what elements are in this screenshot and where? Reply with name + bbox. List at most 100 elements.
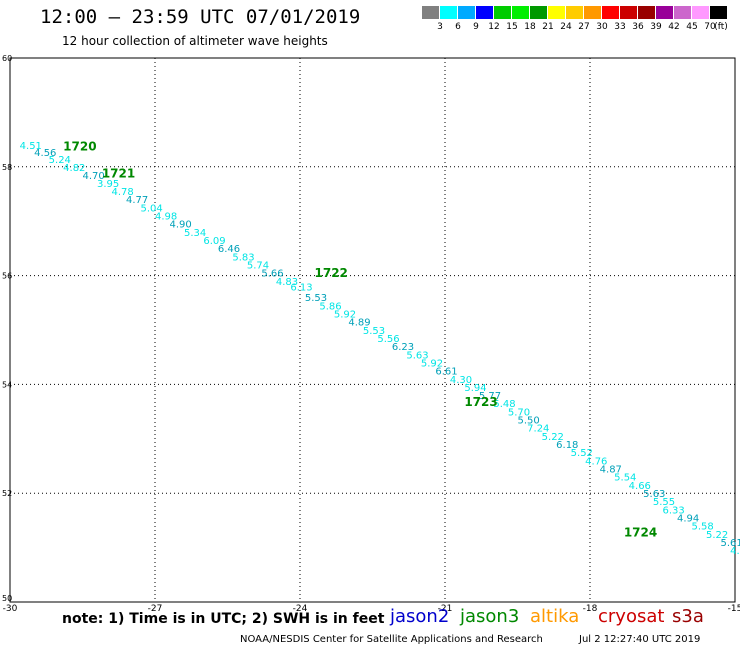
legend-swatch — [602, 6, 620, 19]
legend-swatch — [440, 6, 458, 19]
legend-tick-label: 27 — [578, 22, 590, 32]
wave-height-label: 4.78 — [112, 187, 134, 198]
wave-height-label: 4.90 — [170, 220, 192, 231]
lat-tick-label: 60 — [2, 54, 12, 63]
wave-height-label: 4.98 — [155, 212, 177, 223]
wave-height-label: 4.89 — [348, 318, 370, 329]
legend-tick-label: 9 — [473, 22, 479, 32]
wave-height-label: 4.82 — [63, 163, 85, 174]
wave-height-label: 5.77 — [479, 391, 501, 402]
satellite-cryosat-label: cryosat — [598, 606, 665, 627]
legend-swatch — [566, 6, 584, 19]
wave-height-label: 4.76 — [585, 456, 607, 467]
legend-swatch — [512, 6, 530, 19]
legend-tick-label: 70 — [704, 22, 716, 32]
satellite-altika-label: altika — [530, 606, 580, 627]
wave-height-label: 5.61 — [721, 538, 740, 549]
wave-height-label: 4.83 — [730, 546, 740, 557]
lat-tick-label: 54 — [2, 380, 12, 389]
legend-tick-label: 39 — [650, 22, 662, 32]
wave-height-label: 5.83 — [232, 252, 254, 263]
lon-tick-label: -27 — [148, 604, 163, 614]
legend-swatch — [494, 6, 512, 19]
lon-tick-label: -15 — [728, 604, 740, 614]
lon-tick-label: -24 — [293, 604, 308, 614]
page-subtitle: 12 hour collection of altimeter wave hei… — [62, 34, 328, 48]
legend-swatch — [674, 6, 692, 19]
wave-height-label: 5.94 — [464, 383, 486, 394]
legend-swatch — [710, 6, 728, 19]
legend-swatch — [476, 6, 494, 19]
wave-height-label: 5.53 — [305, 293, 327, 304]
legend-tick-label: 3 — [437, 22, 443, 32]
wave-height-label: 5.56 — [377, 334, 399, 345]
legend-tick-label: 30 — [596, 22, 608, 32]
page-title: 12:00 — 23:59 UTC 07/01/2019 — [40, 6, 361, 28]
wave-height-label: 4.77 — [126, 195, 148, 206]
legend-tick-label: 15 — [506, 22, 518, 32]
legend-tick-label: 45 — [686, 22, 698, 32]
wave-height-label: 6.33 — [663, 505, 685, 516]
wave-height-label: 5.55 — [653, 497, 675, 508]
wave-height-label: 4.66 — [629, 481, 651, 492]
wave-height-label: 5.48 — [493, 399, 515, 410]
wave-height-label: 6.46 — [218, 244, 240, 255]
lat-tick-label: 52 — [2, 489, 12, 498]
wave-height-label: 4.30 — [450, 375, 472, 386]
legend-tick-label: 18 — [524, 22, 536, 32]
wave-height-label: 5.58 — [692, 522, 714, 533]
satellite-s3a-label: s3a — [672, 606, 704, 627]
wave-height-label: 5.24 — [49, 155, 71, 166]
legend-tick-label: 6 — [455, 22, 461, 32]
wave-height-label: 5.92 — [421, 358, 443, 369]
wave-height-label: 5.53 — [363, 326, 385, 337]
wave-height-label: 5.74 — [247, 261, 269, 272]
pass-time-label: 1723 — [464, 395, 497, 409]
wave-height-label: 5.50 — [518, 416, 540, 427]
legend-swatch — [584, 6, 602, 19]
wave-height-label: 3.95 — [97, 179, 119, 190]
footer-note: note: 1) Time is in UTC; 2) SWH is in fe… — [62, 611, 385, 627]
legend-swatch — [530, 6, 548, 19]
wave-height-label: 6.61 — [435, 367, 457, 378]
wave-height-label: 5.22 — [706, 530, 728, 541]
legend-swatch — [620, 6, 638, 19]
legend-swatch — [638, 6, 656, 19]
legend-tick-label: 12 — [488, 22, 500, 32]
wave-height-label: 5.04 — [141, 203, 163, 214]
wave-height-label: 7.24 — [527, 424, 549, 435]
satellite-jason3-label: jason3 — [460, 606, 520, 627]
map-frame — [9, 57, 736, 603]
wave-height-label: 5.22 — [542, 432, 564, 443]
legend-tick-label: 42 — [668, 22, 680, 32]
wave-height-label: 4.87 — [600, 465, 622, 476]
wave-height-label: 5.70 — [508, 407, 530, 418]
wave-height-label: 6.09 — [203, 236, 225, 247]
legend-swatch — [692, 6, 710, 19]
wave-height-label: 5.92 — [334, 309, 356, 320]
credit-line: NOAA/NESDIS Center for Satellite Applica… — [240, 634, 543, 645]
legend-tick-label: 24 — [560, 22, 572, 32]
wave-height-label: 4.94 — [677, 513, 699, 524]
wave-height-label: 5.34 — [184, 228, 206, 239]
pass-time-label: 1721 — [102, 167, 135, 181]
wave-height-label: 5.54 — [614, 473, 636, 484]
legend-tick-label: 33 — [614, 22, 626, 32]
legend-swatch — [422, 6, 440, 19]
lon-tick-label: -30 — [3, 604, 18, 614]
pass-time-label: 1724 — [624, 526, 657, 540]
legend-swatch — [458, 6, 476, 19]
wave-height-label: 5.86 — [319, 301, 341, 312]
wave-height-label: 4.51 — [20, 141, 42, 152]
legend-swatch — [656, 6, 674, 19]
pass-time-label: 1720 — [63, 139, 96, 153]
wave-height-label: 6.23 — [392, 342, 414, 353]
wave-height-label: 4.83 — [276, 277, 298, 288]
wave-height-label: 4.56 — [34, 148, 56, 159]
wave-height-label: 6.13 — [290, 282, 312, 293]
wave-height-label: 5.63 — [643, 489, 665, 500]
lat-tick-label: 58 — [2, 163, 12, 172]
lat-tick-label: 50 — [2, 594, 12, 603]
wave-height-label: 6.18 — [556, 440, 578, 451]
wave-height-label: 4.70 — [83, 171, 105, 182]
